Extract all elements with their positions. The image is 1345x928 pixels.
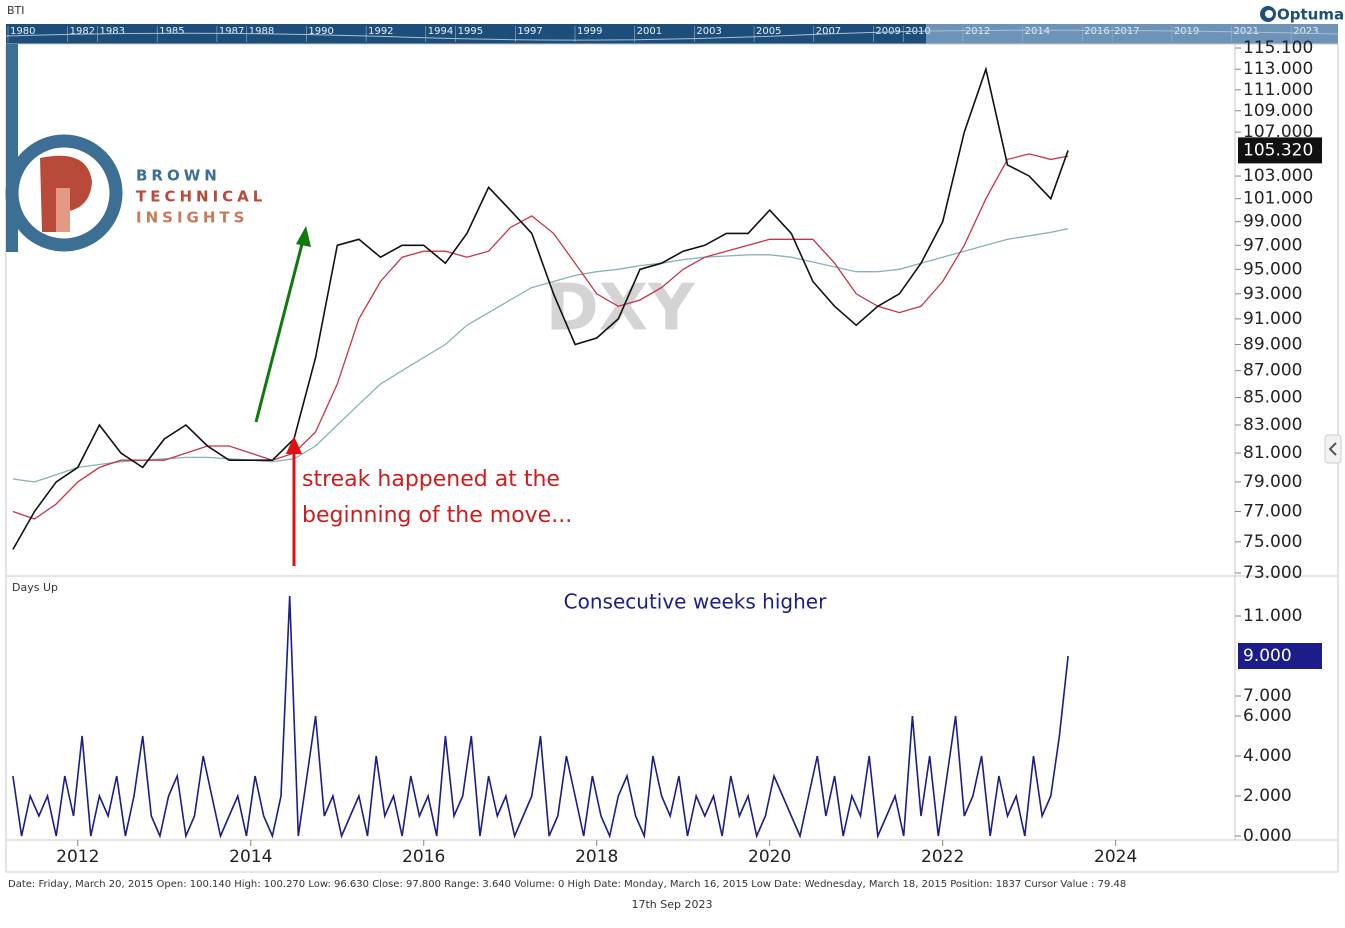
y-tick-label: 109.000 <box>1243 101 1313 121</box>
last-value-label: 9.000 <box>1243 646 1292 666</box>
y-tick-label: 107.000 <box>1243 122 1313 142</box>
navigator-window[interactable] <box>926 24 1338 44</box>
navigator-label: 1983 <box>100 26 125 37</box>
collapse-button-box[interactable] <box>1324 434 1342 464</box>
last-value-label: 105.320 <box>1243 140 1313 160</box>
x-tick-label: 2022 <box>921 847 964 867</box>
x-axis-frame <box>5 839 1339 873</box>
symbol-label: BTI <box>7 4 25 17</box>
panel-label: Days Up <box>12 581 58 594</box>
collapse-icon[interactable] <box>1328 442 1337 456</box>
y-tick-label: 99.000 <box>1243 212 1302 232</box>
x-tick-label: 2020 <box>748 847 791 867</box>
navigator-label: 1995 <box>458 26 483 37</box>
y-tick-label: 7.000 <box>1243 686 1292 706</box>
navigator-label: 2023 <box>1293 26 1318 37</box>
brand-icon-hole <box>1265 10 1273 18</box>
navigator-label: 1982 <box>70 26 95 37</box>
navigator-label: 2016 <box>1084 26 1109 37</box>
y-tick-label: 2.000 <box>1243 786 1292 806</box>
series-line <box>12 66 1069 550</box>
y-tick-label: 83.000 <box>1243 415 1302 435</box>
logo-text: BROWN <box>136 167 221 185</box>
status-info: Date: Friday, March 20, 2015 Open: 100.1… <box>8 879 1126 890</box>
panel-title: Consecutive weeks higher <box>564 590 827 614</box>
last-value-box <box>1238 137 1322 164</box>
navigator-label: 2017 <box>1114 26 1139 37</box>
x-tick-label: 2014 <box>229 847 272 867</box>
collapse-button[interactable] <box>1324 434 1342 464</box>
trend-arrow-head <box>296 226 311 247</box>
navigator-label: 2021 <box>1234 26 1259 37</box>
navigator-label: 1990 <box>308 26 333 37</box>
y-tick-label: 4.000 <box>1243 746 1292 766</box>
y-tick-label: 93.000 <box>1243 284 1302 304</box>
navigator-label: 2007 <box>816 26 841 37</box>
y-tick-label: 85.000 <box>1243 388 1302 408</box>
navigator-label: 1994 <box>428 26 453 37</box>
annotation-arrow-head <box>286 436 302 454</box>
navigator-label: 1985 <box>159 26 184 37</box>
annotation: beginning of the move... <box>302 503 572 528</box>
y-tick-label: 75.000 <box>1243 532 1302 552</box>
navigator-trace <box>5 29 1339 41</box>
y-tick-label: 77.000 <box>1243 501 1302 521</box>
navigator-label: 1980 <box>10 26 35 37</box>
logo-ring <box>5 134 123 252</box>
x-tick-label: 2016 <box>402 847 445 867</box>
y-tick-label: 115.100 <box>1243 38 1313 58</box>
logo-text: TECHNICAL <box>136 188 266 206</box>
y-tick-label: 97.000 <box>1243 235 1302 255</box>
y-tick-label: 91.000 <box>1243 309 1302 329</box>
navigator-label: 2001 <box>637 26 662 37</box>
last-value-box <box>1238 643 1322 669</box>
y-tick-label: 81.000 <box>1243 443 1302 463</box>
navigator-label: 1988 <box>249 26 274 37</box>
status-date: 17th Sep 2023 <box>631 898 712 911</box>
y-tick-label: 89.000 <box>1243 335 1302 355</box>
y-tick-label: 95.000 <box>1243 259 1302 279</box>
y-tick-label: 87.000 <box>1243 361 1302 381</box>
y-tick-label: 6.000 <box>1243 706 1292 726</box>
navigator-label: 1997 <box>517 26 542 37</box>
navigator-label: 2014 <box>1025 26 1050 37</box>
watermark: DXY <box>546 272 695 346</box>
x-tick-label: 2018 <box>575 847 618 867</box>
y-tick-label: 0.000 <box>1243 826 1292 846</box>
logo-text: INSIGHTS <box>136 209 248 227</box>
navigator-label: 2012 <box>965 26 990 37</box>
series-line <box>12 595 1069 840</box>
y-tick-label: 103.000 <box>1243 166 1313 186</box>
navigator-label: 2003 <box>696 26 721 37</box>
y-tick-label: 101.000 <box>1243 189 1313 209</box>
brand-name: Optuma <box>1277 6 1344 24</box>
y-tick-label: 11.000 <box>1243 606 1302 626</box>
y-tick-label: 113.000 <box>1243 59 1313 79</box>
logo-stem <box>56 188 70 232</box>
x-tick-label: 2012 <box>56 847 99 867</box>
y-tick-label: 73.000 <box>1243 563 1302 583</box>
navigator-label: 2005 <box>756 26 781 37</box>
navigator-label: 2009 <box>875 26 900 37</box>
annotation: streak happened at the <box>302 467 560 492</box>
navigator-label: 1992 <box>368 26 393 37</box>
y-tick-label: 111.000 <box>1243 80 1313 100</box>
series-line <box>12 153 1069 520</box>
trend-arrow <box>254 239 305 423</box>
y-tick-label: 79.000 <box>1243 472 1302 492</box>
series-line <box>12 228 1069 483</box>
brand-logo: Optuma <box>1260 6 1344 24</box>
company-logo: BROWN TECHNICAL INSIGHTS <box>5 44 266 252</box>
navigator-label: 1999 <box>577 26 602 37</box>
navigator-label: 1987 <box>219 26 244 37</box>
x-tick-label: 2024 <box>1094 847 1137 867</box>
